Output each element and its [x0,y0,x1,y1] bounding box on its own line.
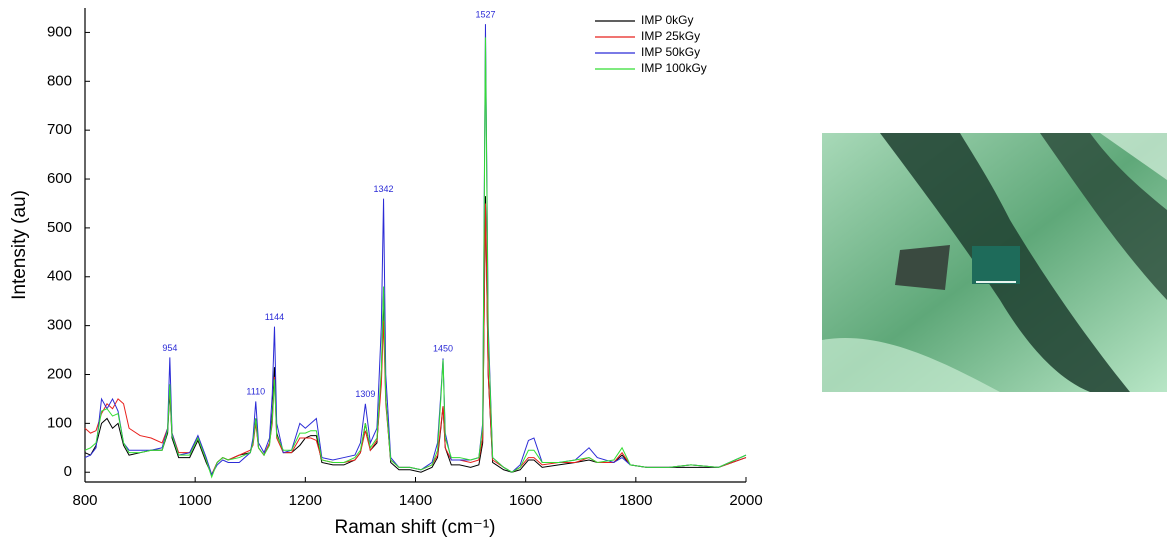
series-line [84,196,747,476]
x-tick-label: 1600 [509,492,542,509]
x-tick-label: 1400 [399,492,432,509]
photo [822,133,1167,392]
x-tick-label: 1000 [178,492,211,509]
peak-label: 1110 [246,387,265,397]
y-tick-label: 500 [47,219,72,236]
x-tick-label: 1200 [289,492,322,509]
x-axis-label: Raman shift (cm⁻¹) [335,517,496,538]
legend-label: IMP 25kGy [641,29,700,43]
legend-label: IMP 100kGy [641,61,707,75]
y-tick-label: 300 [47,317,72,334]
x-tick-label: 2000 [729,492,762,509]
y-tick-label: 100 [47,414,72,431]
peak-label: 1144 [265,312,284,322]
peak-label: 1342 [374,184,394,194]
legend-label: IMP 0kGy [641,13,693,27]
series-line [84,203,747,476]
y-axis-label: Intensity (au) [9,190,30,300]
series-line [84,24,747,476]
legend-label: IMP 50kGy [641,45,700,59]
y-tick-label: 900 [47,23,72,40]
series-line [84,37,747,479]
peak-label: 1309 [355,389,375,399]
peak-label: 1527 [475,10,495,20]
y-tick-label: 0 [64,463,72,480]
y-tick-label: 400 [47,268,72,285]
y-tick-label: 700 [47,121,72,138]
peak-label: 954 [162,343,177,353]
y-tick-label: 200 [47,365,72,382]
x-tick-label: 800 [72,492,97,509]
y-tick-label: 800 [47,72,72,89]
y-tick-label: 600 [47,170,72,187]
x-tick-label: 1800 [619,492,652,509]
peak-label: 1450 [433,344,453,354]
